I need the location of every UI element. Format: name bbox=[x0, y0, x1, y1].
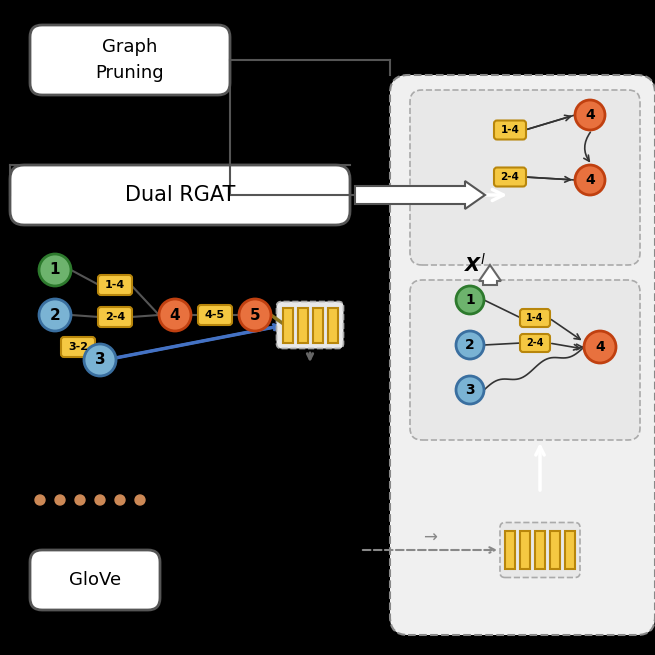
Text: Dual RGAT: Dual RGAT bbox=[125, 185, 235, 205]
FancyBboxPatch shape bbox=[410, 280, 640, 440]
Text: 1: 1 bbox=[465, 293, 475, 307]
FancyBboxPatch shape bbox=[520, 309, 550, 327]
FancyBboxPatch shape bbox=[30, 25, 230, 95]
Text: 1-4: 1-4 bbox=[526, 313, 544, 323]
Text: $\boldsymbol{X}^l$: $\boldsymbol{X}^l$ bbox=[464, 253, 486, 276]
Circle shape bbox=[456, 331, 484, 359]
Circle shape bbox=[39, 254, 71, 286]
Circle shape bbox=[584, 331, 616, 363]
Bar bbox=[297, 307, 307, 343]
Text: 5: 5 bbox=[250, 307, 260, 322]
Text: 3: 3 bbox=[465, 383, 475, 397]
FancyBboxPatch shape bbox=[198, 305, 232, 325]
Text: 2: 2 bbox=[50, 307, 60, 322]
Circle shape bbox=[575, 100, 605, 130]
Bar bbox=[282, 307, 293, 343]
Bar bbox=[565, 531, 575, 569]
FancyArrow shape bbox=[479, 265, 501, 285]
FancyBboxPatch shape bbox=[10, 165, 350, 225]
Circle shape bbox=[55, 495, 65, 505]
Text: 4-5: 4-5 bbox=[205, 310, 225, 320]
FancyBboxPatch shape bbox=[500, 523, 580, 578]
Text: 4: 4 bbox=[585, 173, 595, 187]
Text: 1: 1 bbox=[50, 263, 60, 278]
Text: GloVe: GloVe bbox=[69, 571, 121, 589]
Text: 4: 4 bbox=[170, 307, 180, 322]
Circle shape bbox=[35, 495, 45, 505]
Text: 2-4: 2-4 bbox=[526, 338, 544, 348]
Bar bbox=[505, 531, 515, 569]
Circle shape bbox=[575, 165, 605, 195]
Text: 1-4: 1-4 bbox=[105, 280, 125, 290]
Text: 4: 4 bbox=[585, 108, 595, 122]
Circle shape bbox=[39, 299, 71, 331]
Text: 3: 3 bbox=[95, 352, 105, 367]
FancyBboxPatch shape bbox=[494, 168, 526, 187]
Circle shape bbox=[115, 495, 125, 505]
Text: 3-2: 3-2 bbox=[68, 342, 88, 352]
FancyBboxPatch shape bbox=[494, 121, 526, 140]
Bar bbox=[312, 307, 322, 343]
Circle shape bbox=[95, 495, 105, 505]
FancyArrow shape bbox=[355, 181, 485, 209]
Circle shape bbox=[239, 299, 271, 331]
Circle shape bbox=[84, 344, 116, 376]
FancyBboxPatch shape bbox=[61, 337, 95, 357]
Text: 4: 4 bbox=[595, 340, 605, 354]
Circle shape bbox=[159, 299, 191, 331]
FancyBboxPatch shape bbox=[98, 275, 132, 295]
FancyBboxPatch shape bbox=[30, 550, 160, 610]
Bar bbox=[550, 531, 560, 569]
Text: 2-4: 2-4 bbox=[500, 172, 519, 182]
Text: 2: 2 bbox=[465, 338, 475, 352]
Text: Pruning: Pruning bbox=[96, 64, 164, 82]
Circle shape bbox=[456, 286, 484, 314]
Text: 1-4: 1-4 bbox=[500, 125, 519, 135]
FancyBboxPatch shape bbox=[98, 307, 132, 327]
FancyBboxPatch shape bbox=[276, 301, 343, 348]
Circle shape bbox=[456, 376, 484, 404]
FancyBboxPatch shape bbox=[410, 90, 640, 265]
Text: 2-4: 2-4 bbox=[105, 312, 125, 322]
Text: →: → bbox=[423, 529, 437, 547]
FancyBboxPatch shape bbox=[390, 75, 655, 635]
Bar bbox=[520, 531, 530, 569]
Circle shape bbox=[135, 495, 145, 505]
Bar bbox=[535, 531, 545, 569]
Text: Graph: Graph bbox=[102, 38, 158, 56]
FancyBboxPatch shape bbox=[520, 334, 550, 352]
Bar bbox=[328, 307, 337, 343]
Circle shape bbox=[75, 495, 85, 505]
